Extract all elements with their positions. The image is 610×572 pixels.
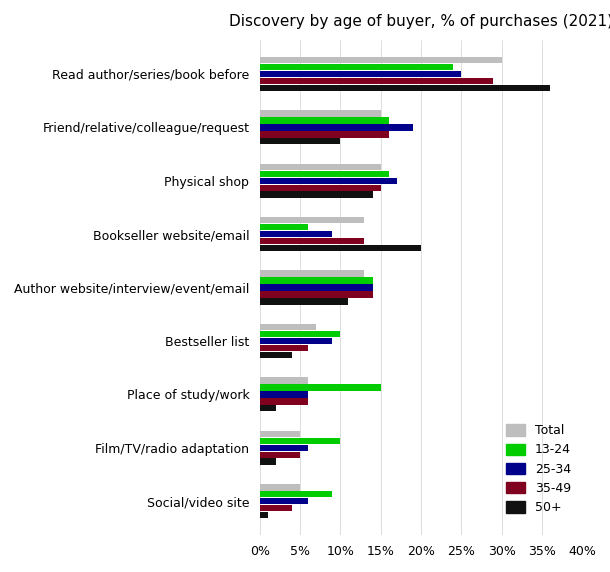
Bar [260,391,308,398]
Bar [260,185,381,191]
Bar [260,71,461,77]
Bar [260,170,389,177]
Bar [260,238,365,244]
Bar [260,124,413,130]
Bar [260,224,308,231]
Bar [260,291,373,298]
Bar [260,444,308,451]
Bar [260,338,332,344]
Bar [260,277,373,284]
Bar [260,298,348,305]
Bar [260,512,268,518]
Legend: Total, 13-24, 25-34, 35-49, 50+: Total, 13-24, 25-34, 35-49, 50+ [501,419,576,519]
Bar [260,231,332,237]
Bar [260,117,389,124]
Title: Discovery by age of buyer, % of purchases (2021): Discovery by age of buyer, % of purchase… [229,14,610,29]
Bar [260,459,276,465]
Bar [260,217,365,224]
Bar [260,110,381,117]
Bar [260,138,340,145]
Bar [260,131,389,137]
Bar [260,331,340,337]
Bar [260,505,292,511]
Bar [260,284,373,291]
Bar [260,324,316,330]
Bar [260,484,300,491]
Bar [260,192,373,198]
Bar [260,85,550,91]
Bar [260,378,308,384]
Bar [260,405,276,411]
Bar [260,398,308,404]
Bar [260,431,300,437]
Bar [260,438,340,444]
Bar [260,491,332,498]
Bar [260,384,381,391]
Bar [260,57,501,63]
Bar [260,78,493,84]
Bar [260,177,396,184]
Bar [260,352,292,358]
Bar [260,345,308,351]
Bar [260,64,453,70]
Bar [260,271,365,277]
Bar [260,498,308,505]
Bar [260,451,300,458]
Bar [260,245,421,251]
Bar [260,164,381,170]
